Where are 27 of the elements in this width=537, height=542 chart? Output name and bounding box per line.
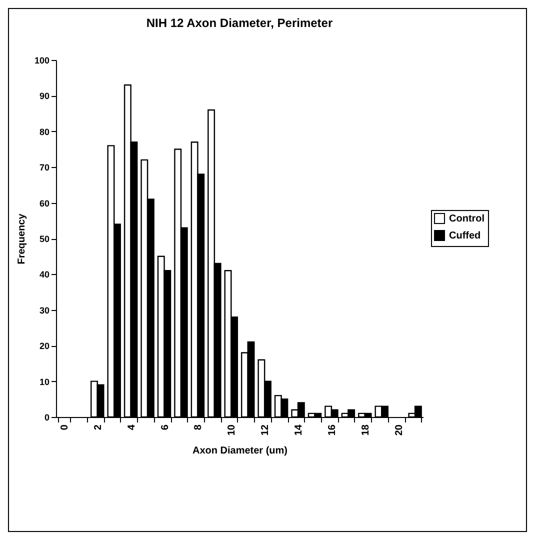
chart-title: NIH 12 Axon Diameter, Perimeter (146, 16, 333, 30)
x-tick-label: 10 (226, 424, 238, 436)
x-tick-label: 0 (59, 424, 70, 430)
y-tick-label: 70 (39, 162, 50, 173)
y-axis-title: Frequency (16, 213, 28, 264)
y-tick-label: 80 (39, 126, 50, 137)
y-tick-label: 100 (34, 56, 50, 66)
y-tick-label: 40 (39, 270, 50, 280)
x-axis-title: Axon Diameter (um) (192, 446, 288, 457)
y-tick-label: 30 (39, 305, 50, 316)
x-tick-label: 2 (92, 424, 104, 430)
y-tick-label: 90 (39, 91, 50, 102)
x-tick-label: 18 (360, 424, 372, 436)
y-tick-label: 20 (39, 341, 50, 352)
x-tick-label: 20 (394, 424, 405, 436)
y-tick-label: 10 (39, 376, 50, 387)
y-tick-label: 0 (44, 412, 50, 422)
x-tick-label: 16 (326, 424, 338, 436)
y-tick-label: 60 (39, 198, 50, 208)
x-tick-label: 12 (260, 424, 272, 436)
legend-label: Control (449, 214, 485, 224)
legend-label: Cuffed (449, 230, 481, 242)
y-tick-label: 50 (39, 234, 50, 244)
x-tick-label: 8 (193, 424, 204, 430)
x-tick-label: 14 (294, 424, 305, 436)
x-tick-label: 6 (160, 424, 171, 430)
x-tick-label: 4 (126, 424, 138, 430)
